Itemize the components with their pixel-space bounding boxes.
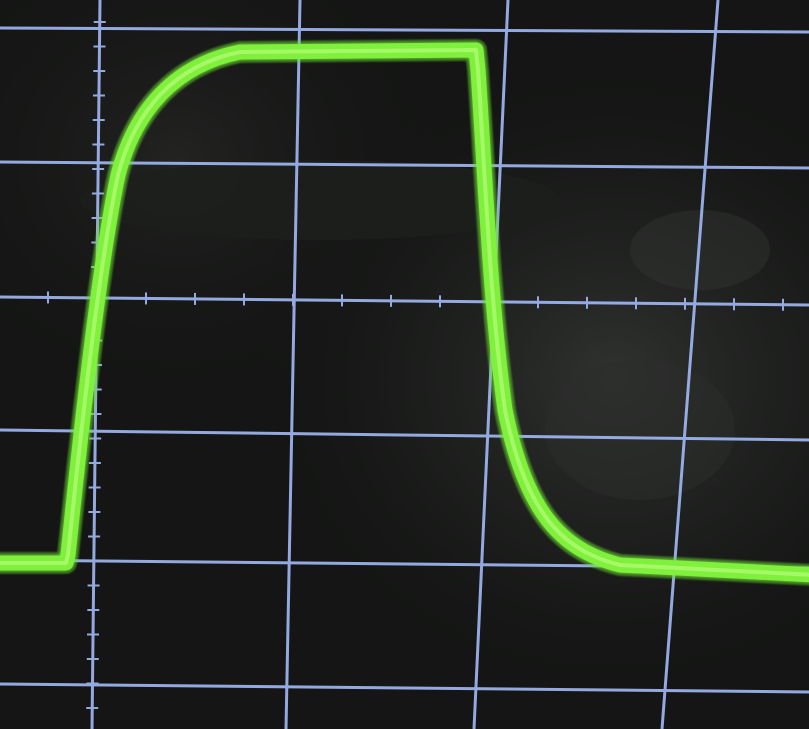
graticule-horizontal-line xyxy=(0,428,809,442)
graticule-horizontal-line xyxy=(0,682,809,694)
graticule-vertical-line xyxy=(284,0,302,729)
signal-trace xyxy=(0,39,809,586)
graticule-horizontal-line xyxy=(0,26,809,34)
graticule-vertical-line xyxy=(660,0,720,729)
graticule-horizontal-line xyxy=(0,160,809,170)
reflection-shadow xyxy=(80,160,560,240)
trace-core xyxy=(0,48,809,577)
graticule-horizontal-line xyxy=(0,295,809,307)
reflection-blob xyxy=(545,360,735,500)
